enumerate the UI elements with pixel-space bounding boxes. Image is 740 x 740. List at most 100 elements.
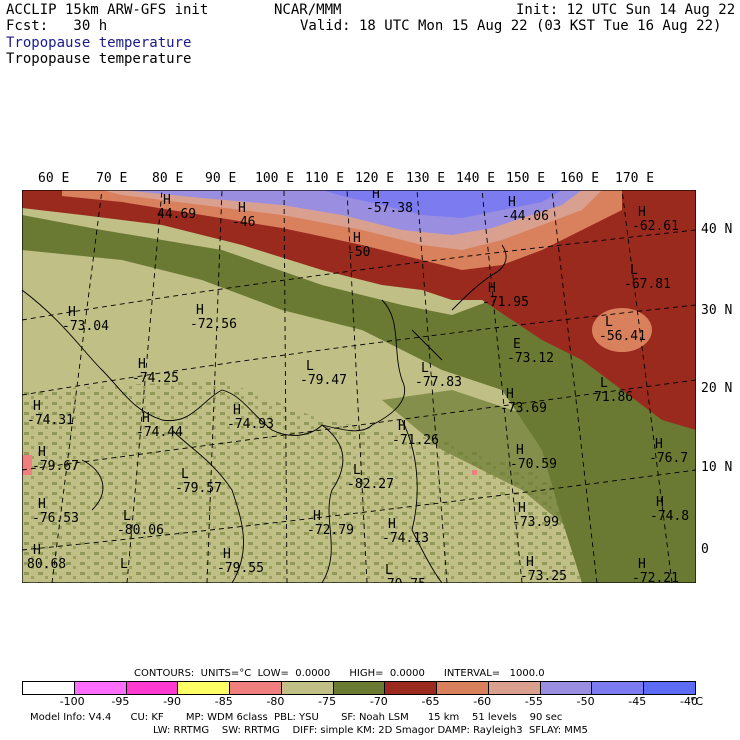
extremum-value: -73.99 — [512, 515, 559, 530]
extremum-marker: H — [163, 193, 171, 208]
longitude-label: 110 E — [305, 171, 345, 186]
latitude-label: 40 N — [701, 222, 733, 237]
extremum-marker: H — [518, 501, 526, 516]
color-scale-swatch — [540, 682, 593, 694]
map-title: ACCLIP 15km ARW-GFS init — [6, 2, 209, 18]
west-pacific-low-patch — [592, 308, 652, 352]
extremum-value: -74.8 — [650, 509, 689, 524]
extremum-marker: H — [488, 281, 496, 296]
color-scale-swatch — [126, 682, 179, 694]
extremum-marker: H — [655, 437, 663, 452]
extremum-value: -62.61 — [632, 219, 679, 234]
longitude-label: 70 E — [96, 171, 128, 186]
color-scale-label: -60 — [473, 695, 492, 708]
color-scale-swatch — [437, 682, 489, 694]
extremum-value: -74.13 — [382, 531, 429, 546]
color-scale-swatch — [644, 682, 695, 694]
longitude-label: 90 E — [205, 171, 237, 186]
color-scale-label: -45 — [628, 695, 647, 708]
extremum-marker: H — [516, 443, 524, 458]
extremum-value: -82.27 — [347, 477, 394, 492]
color-scale-label: -70 — [369, 695, 388, 708]
color-scale-swatch — [592, 682, 645, 694]
speckle-zone — [22, 380, 696, 583]
longitude-label: 140 E — [456, 171, 496, 186]
extremum-marker: H — [388, 517, 396, 532]
color-scale-swatch — [385, 682, 438, 694]
extremum-marker: E — [513, 337, 521, 352]
longitude-label: 170 E — [615, 171, 655, 186]
extremum-value: -76.7 — [649, 451, 688, 466]
init-time: Init: 12 UTC Sun 14 Aug 22 — [516, 2, 736, 18]
extremum-value: -50 — [347, 245, 370, 260]
extremum-marker: H — [38, 445, 46, 460]
model-info-line2: LW: RRTMG SW: RRTMG DIFF: simple KM: 2D … — [153, 725, 588, 736]
extremum-value: -70.59 — [510, 457, 557, 472]
extremum-value: -72.21 — [632, 571, 679, 583]
color-scale-label: -40 — [680, 695, 698, 708]
model-info-line1: Model Info: V4.4 CU: KF MP: WDM 6class P… — [30, 712, 563, 723]
extremum-marker: H — [223, 547, 231, 562]
extremum-marker: H — [638, 205, 646, 220]
extremum-value: -80.06 — [117, 523, 164, 538]
extremum-marker: L — [630, 263, 638, 278]
color-scale-label: -80 — [266, 695, 285, 708]
color-scale-label: -95 — [111, 695, 130, 708]
extremum-marker: H — [38, 497, 46, 512]
latitude-label: 30 N — [701, 303, 733, 318]
longitude-label: 150 E — [506, 171, 546, 186]
extremum-marker: L — [600, 376, 608, 391]
extremum-value: -73.04 — [62, 319, 109, 334]
extremum-marker: L — [181, 467, 189, 482]
extremum-marker: H — [196, 303, 204, 318]
color-scale-swatch — [333, 682, 386, 694]
latitude-label: 10 N — [701, 460, 733, 475]
extremum-marker: H — [656, 495, 664, 510]
extremum-marker: H — [238, 201, 246, 216]
color-scale-swatch — [281, 682, 334, 694]
latitude-label: 20 N — [701, 381, 733, 396]
longitude-label: 60 E — [38, 171, 70, 186]
extremum-marker: H — [353, 231, 361, 246]
longitude-label: 80 E — [152, 171, 184, 186]
forecast-hour: Fcst: 30 h — [6, 18, 108, 34]
extremum-value: 80.68 — [27, 557, 66, 572]
extremum-value: -56.41 — [599, 329, 646, 344]
extremum-value: -79.47 — [300, 373, 347, 388]
extremum-marker: H — [33, 399, 41, 414]
color-scale-swatch — [488, 682, 541, 694]
extremum-marker: L — [421, 361, 429, 376]
extremum-marker: H — [506, 387, 514, 402]
extremum-value: -46 — [232, 215, 255, 230]
longitude-label: 100 E — [255, 171, 295, 186]
color-scale-label: -85 — [214, 695, 233, 708]
tropopause-temperature-map: H44.69 H-46H-57.38 H-44.06 H-62.61H-50L-67.… — [22, 190, 696, 583]
graticule — [22, 190, 696, 583]
longitude-label: 130 E — [406, 171, 446, 186]
extremum-marker: L — [385, 563, 393, 578]
extremum-marker: L — [120, 557, 128, 572]
extremum-value: -79.55 — [217, 561, 264, 576]
field-name-primary: Tropopause temperature — [6, 35, 192, 51]
extremum-value: -72.56 — [190, 317, 237, 332]
color-scale-label: -50 — [576, 695, 595, 708]
extremum-value: -76.53 — [32, 511, 79, 526]
extremum-marker: L — [605, 315, 613, 330]
extremum-marker: H — [313, 509, 321, 524]
pink-spot-2 — [472, 470, 477, 475]
color-scale-swatch — [230, 682, 282, 694]
color-scale-label: -55 — [524, 695, 543, 708]
longitude-label: 160 E — [560, 171, 600, 186]
extremum-value: 71.86 — [594, 390, 633, 405]
blue-band — [322, 190, 562, 218]
extremum-marker: H — [138, 357, 146, 372]
contours-info: CONTOURS: UNITS=°C LOW= 0.0000 HIGH= 0.0… — [134, 668, 545, 679]
color-scale-label: -75 — [318, 695, 337, 708]
latitude-label: 0 — [701, 542, 709, 557]
extremum-value: -74.31 — [27, 413, 74, 428]
extremum-value: -71.95 — [482, 295, 529, 310]
extremum-marker: H — [233, 403, 241, 418]
extremum-marker: H — [142, 411, 150, 426]
agency-label: NCAR/MMM — [274, 2, 342, 18]
extremum-value: -71.26 — [392, 433, 439, 448]
